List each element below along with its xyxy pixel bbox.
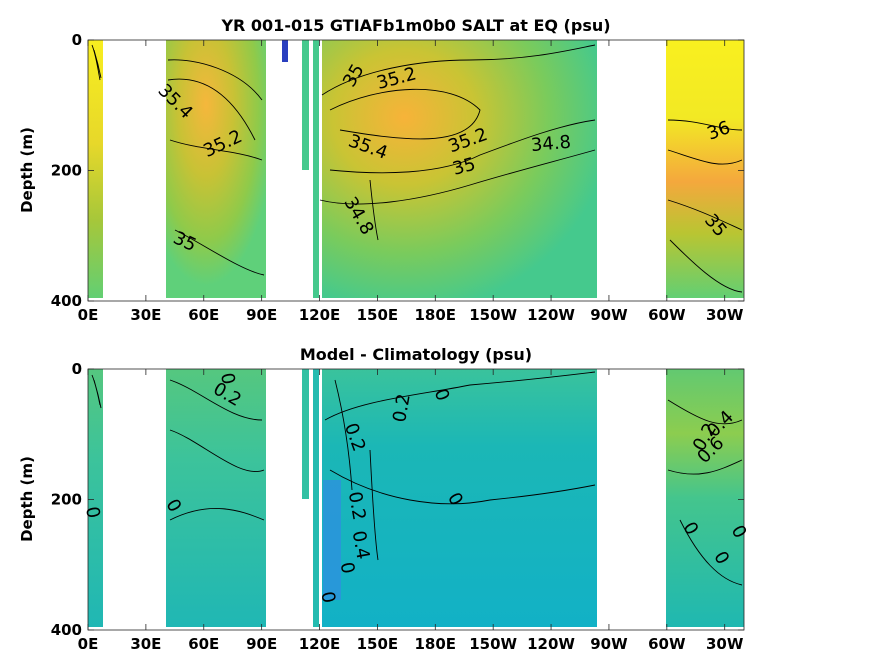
x-tick-label: 60E (188, 306, 219, 324)
x-tick-label: 90E (246, 635, 277, 653)
contour-label: 0 (336, 560, 359, 575)
x-tick-label: 150E (357, 306, 399, 324)
chart-title-a: YR 001-015 GTIAFb1m0b0 SALT at EQ (psu) (220, 16, 610, 35)
x-tick-label: 30E (130, 306, 161, 324)
x-tick-label: 60E (188, 635, 219, 653)
x-axis-a: 0E 30E 60E 90E 120E 150E 180E 150W 120W 90W 60W 30W (78, 40, 744, 324)
x-tick-label: 150W (469, 635, 517, 653)
x-tick-label: 150E (357, 635, 399, 653)
y-tick-label: 0 (72, 360, 82, 378)
y-axis-a: 0 200 400 (51, 31, 744, 310)
contour-label: 0 (316, 590, 339, 605)
salinity-field-a (88, 40, 744, 298)
x-tick-label: 90W (590, 635, 628, 653)
x-tick-label: 0E (78, 306, 99, 324)
contour-label: 0.2 (389, 392, 415, 424)
x-tick-label: 120E (299, 306, 341, 324)
contour-label: 34.8 (530, 132, 572, 156)
x-tick-label: 120W (527, 306, 575, 324)
contour-label: 0 (216, 371, 239, 386)
contour-label: 0.4 (348, 529, 374, 561)
x-tick-label: 90W (590, 306, 628, 324)
y-tick-label: 400 (51, 621, 82, 639)
x-tick-label: 30W (706, 306, 744, 324)
x-tick-label: 60W (648, 635, 686, 653)
x-tick-label: 180E (415, 635, 457, 653)
x-tick-label: 30E (130, 635, 161, 653)
x-axis-b: 0E 30E 60E 90E 120E 150E 180E 150W 120W 90W 60W 30W (78, 369, 744, 653)
x-tick-label: 120W (527, 635, 575, 653)
x-tick-label: 150W (469, 306, 517, 324)
y-tick-label: 200 (51, 491, 82, 509)
x-tick-label: 0E (78, 635, 99, 653)
y-axis-label-b: Depth (m) (18, 456, 36, 542)
salinity-difference-field-b (88, 369, 744, 627)
contour-label: 0.2 (344, 490, 370, 522)
y-tick-label: 0 (72, 31, 82, 49)
y-tick-label: 400 (51, 292, 82, 310)
chart-title-b: Model - Climatology (psu) (300, 345, 532, 364)
y-tick-label: 200 (51, 162, 82, 180)
x-tick-label: 30W (706, 635, 744, 653)
x-tick-label: 60W (648, 306, 686, 324)
y-axis-label-a: Depth (m) (18, 127, 36, 213)
contour-label: 0 (81, 505, 104, 520)
x-tick-label: 120E (299, 635, 341, 653)
x-tick-label: 180E (415, 306, 457, 324)
x-tick-label: 90E (246, 306, 277, 324)
